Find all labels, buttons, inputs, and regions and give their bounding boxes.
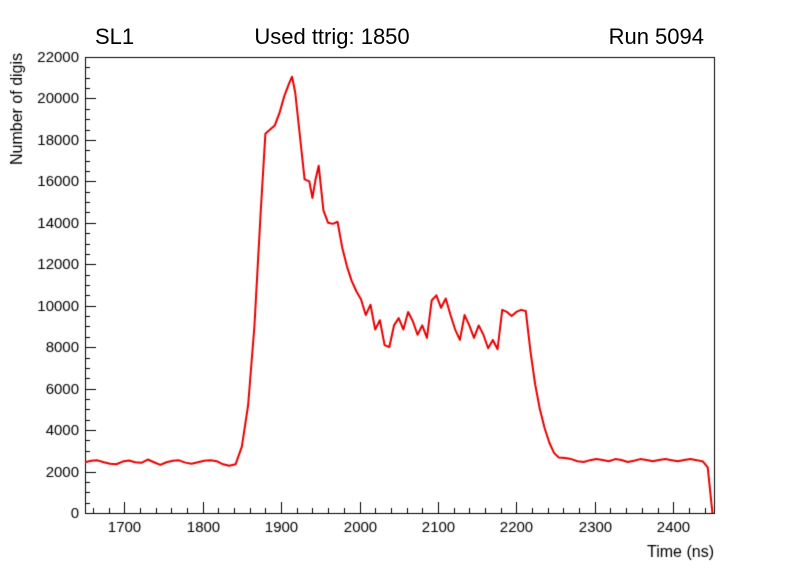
run-number-label: Run 5094 [608, 24, 704, 49]
superlayer-label: SL1 [95, 24, 135, 49]
pad-title: Used ttrig: 1850 [254, 24, 410, 49]
